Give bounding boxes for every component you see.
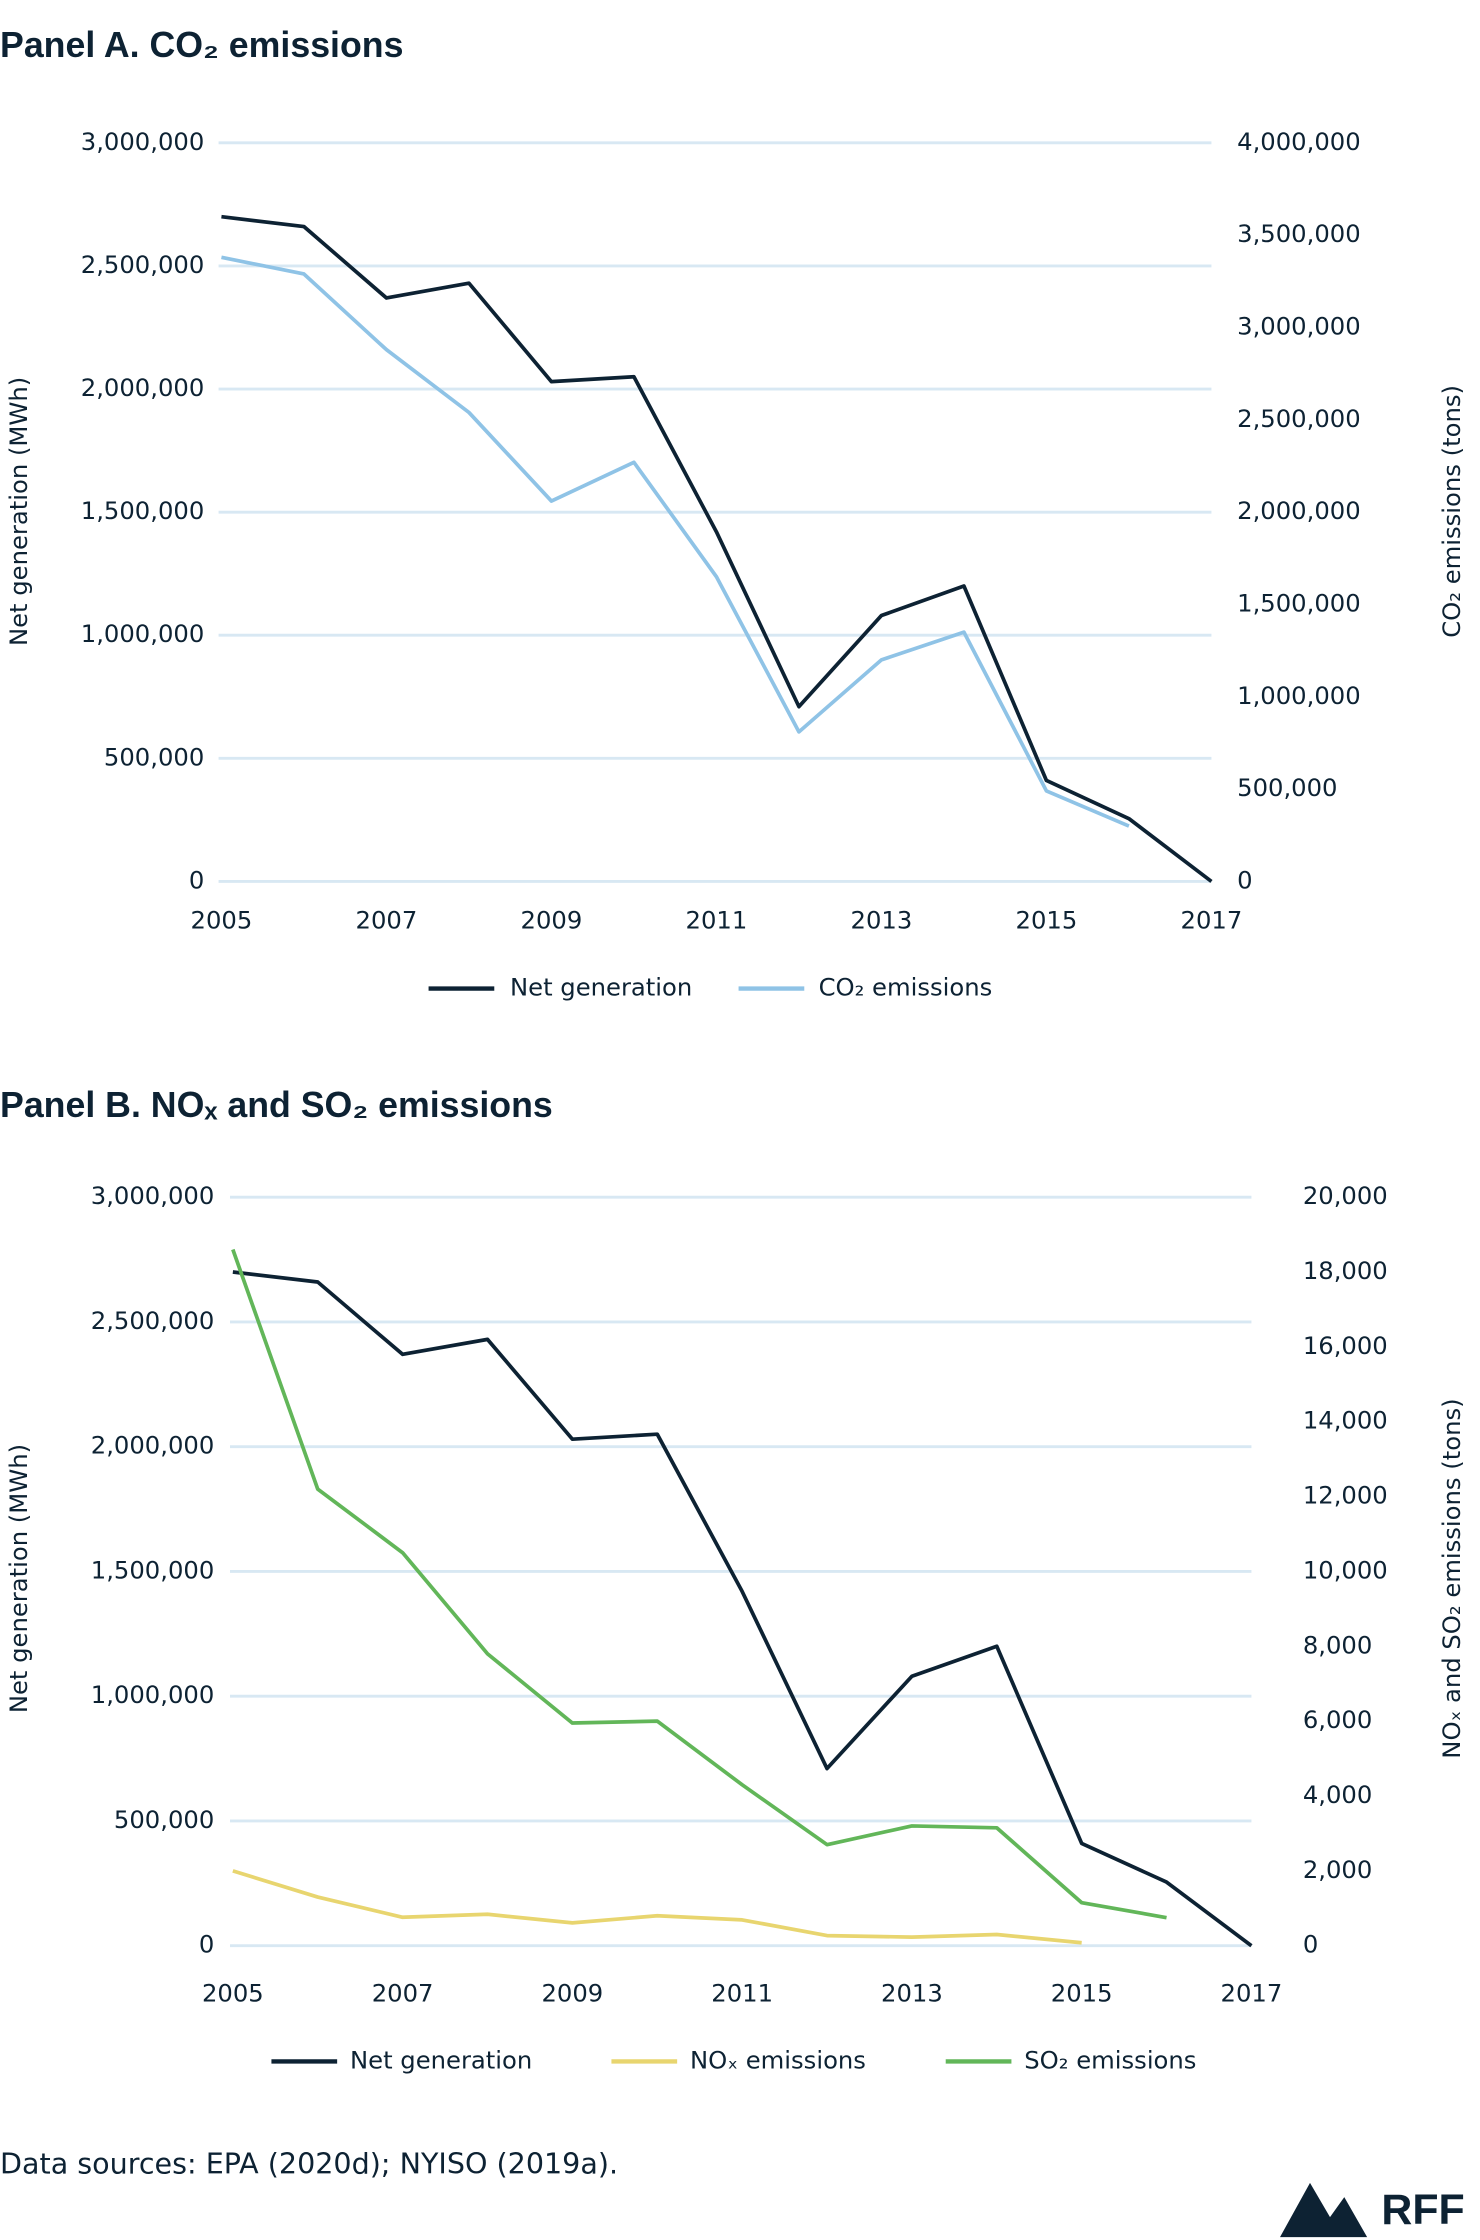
source-note: Data sources: EPA (2020d); NYISO (2019a)…	[0, 2147, 618, 2181]
y2-tick-label: 6,000	[1303, 1705, 1372, 1734]
x-tick-label: 2011	[711, 1978, 773, 2007]
x-tick-label: 2015	[1016, 905, 1078, 934]
y2-tick-label: 2,000	[1303, 1855, 1372, 1884]
logo-mark	[1280, 2182, 1368, 2238]
y2-tick-label: 3,500,000	[1237, 219, 1361, 248]
y2-tick-label: 0	[1237, 865, 1252, 894]
y-tick-label: 500,000	[114, 1805, 214, 1834]
x-tick-label: 2009	[541, 1978, 603, 2007]
y-tick-label: 0	[189, 865, 204, 894]
series-line	[232, 1869, 1082, 1945]
x-tick-label: 2015	[1051, 1978, 1113, 2007]
y2-tick-label: 10,000	[1303, 1555, 1388, 1584]
y2-tick-label: 18,000	[1303, 1256, 1388, 1285]
y2-tick-label: 8,000	[1303, 1630, 1372, 1659]
y2-axis-title: CO₂ emissions (tons)	[1437, 385, 1466, 638]
x-tick-label: 2011	[686, 905, 748, 934]
x-tick-label: 2013	[851, 905, 913, 934]
y2-tick-label: 4,000	[1303, 1780, 1372, 1809]
y-tick-label: 3,000,000	[81, 127, 205, 156]
y2-tick-label: 4,000,000	[1237, 127, 1361, 156]
legend-label: SO₂ emissions	[1024, 2045, 1196, 2074]
legend-label: CO₂ emissions	[819, 973, 993, 1002]
x-tick-label: 2017	[1181, 905, 1243, 934]
y2-axis-title: NOₓ and SO₂ emissions (tons)	[1437, 1398, 1466, 1758]
legend-label: NOₓ emissions	[690, 2045, 866, 2074]
x-tick-label: 2005	[202, 1978, 264, 2007]
y2-tick-label: 3,000,000	[1237, 312, 1361, 341]
series-line	[232, 1270, 1253, 1948]
y-tick-label: 2,500,000	[91, 1306, 215, 1335]
x-tick-label: 2009	[521, 905, 583, 934]
y-tick-label: 500,000	[104, 742, 204, 771]
y-tick-label: 1,500,000	[81, 496, 205, 525]
x-tick-label: 2007	[356, 905, 418, 934]
y-axis-title: Net generation (MWh)	[4, 1444, 33, 1713]
series-line	[221, 214, 1213, 883]
logo: RFF	[1280, 2182, 1465, 2238]
x-tick-label: 2013	[881, 1978, 943, 2007]
y2-tick-label: 16,000	[1303, 1331, 1388, 1360]
y-tick-label: 3,000,000	[91, 1181, 215, 1210]
y2-tick-label: 20,000	[1303, 1181, 1388, 1210]
y2-tick-label: 1,500,000	[1237, 588, 1361, 617]
x-tick-label: 2007	[372, 1978, 434, 2007]
y-tick-label: 2,000,000	[91, 1431, 215, 1460]
y-axis-title: Net generation (MWh)	[4, 377, 33, 646]
x-tick-label: 2017	[1221, 1978, 1283, 2007]
y-tick-label: 2,000,000	[81, 373, 205, 402]
y2-tick-label: 1,000,000	[1237, 681, 1361, 710]
chart-title: Panel A. CO₂ emissions	[0, 25, 403, 65]
chart-title: Panel B. NOₓ and SO₂ emissions	[0, 1085, 553, 1125]
y-tick-label: 2,500,000	[81, 250, 205, 279]
y2-tick-label: 0	[1303, 1930, 1318, 1959]
y-tick-label: 0	[199, 1930, 214, 1959]
y2-tick-label: 14,000	[1303, 1406, 1388, 1435]
x-tick-label: 2005	[191, 905, 253, 934]
y2-tick-label: 2,500,000	[1237, 404, 1361, 433]
y-tick-label: 1,000,000	[81, 619, 205, 648]
legend-label: Net generation	[350, 2045, 532, 2074]
legend-label: Net generation	[510, 973, 692, 1002]
y-tick-label: 1,000,000	[91, 1680, 215, 1709]
series-line	[231, 1248, 1167, 1920]
y2-tick-label: 12,000	[1303, 1481, 1388, 1510]
y-tick-label: 1,500,000	[91, 1555, 215, 1584]
series-line	[221, 255, 1130, 828]
y2-tick-label: 500,000	[1237, 773, 1337, 802]
y2-tick-label: 2,000,000	[1237, 496, 1361, 525]
logo-text: RFF	[1381, 2186, 1464, 2234]
